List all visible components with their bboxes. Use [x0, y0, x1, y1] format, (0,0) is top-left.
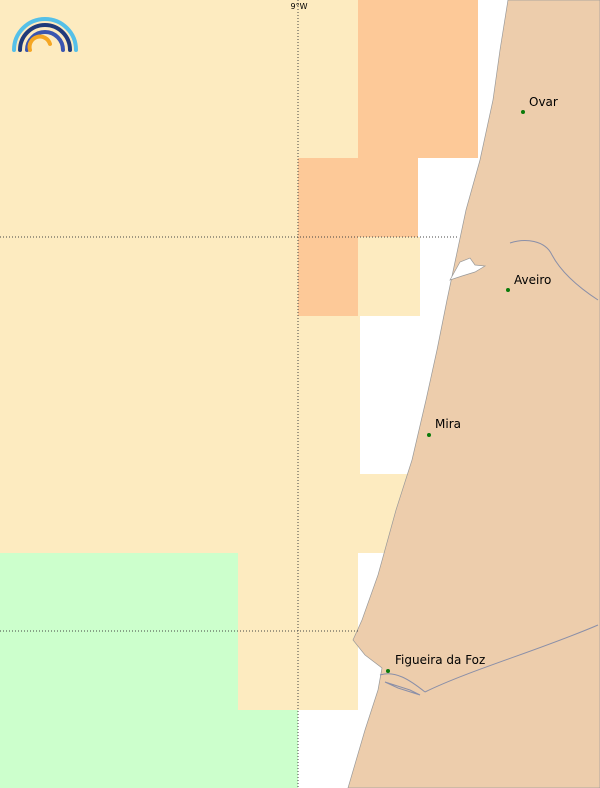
land — [347, 0, 600, 788]
longitude-label: 9°W — [291, 2, 308, 11]
place-dot — [386, 669, 390, 673]
river — [379, 624, 599, 696]
place-label: Ovar — [529, 95, 558, 109]
cell-area — [298, 237, 358, 316]
cell-area — [238, 710, 298, 788]
place-label: Figueira da Foz — [395, 653, 485, 667]
place-dot — [521, 110, 525, 114]
river — [509, 240, 599, 301]
cell-area — [358, 0, 478, 158]
logo — [12, 17, 78, 52]
place-label: Mira — [435, 417, 461, 431]
cell-area — [0, 553, 238, 788]
lagoon — [449, 257, 487, 281]
place-label: Aveiro — [514, 273, 551, 287]
places: Ovar Aveiro Mira Figueira da Foz — [386, 95, 558, 673]
place-dot — [427, 433, 431, 437]
cell-area — [360, 237, 420, 316]
cell-area — [298, 158, 418, 237]
place-dot — [506, 288, 510, 292]
